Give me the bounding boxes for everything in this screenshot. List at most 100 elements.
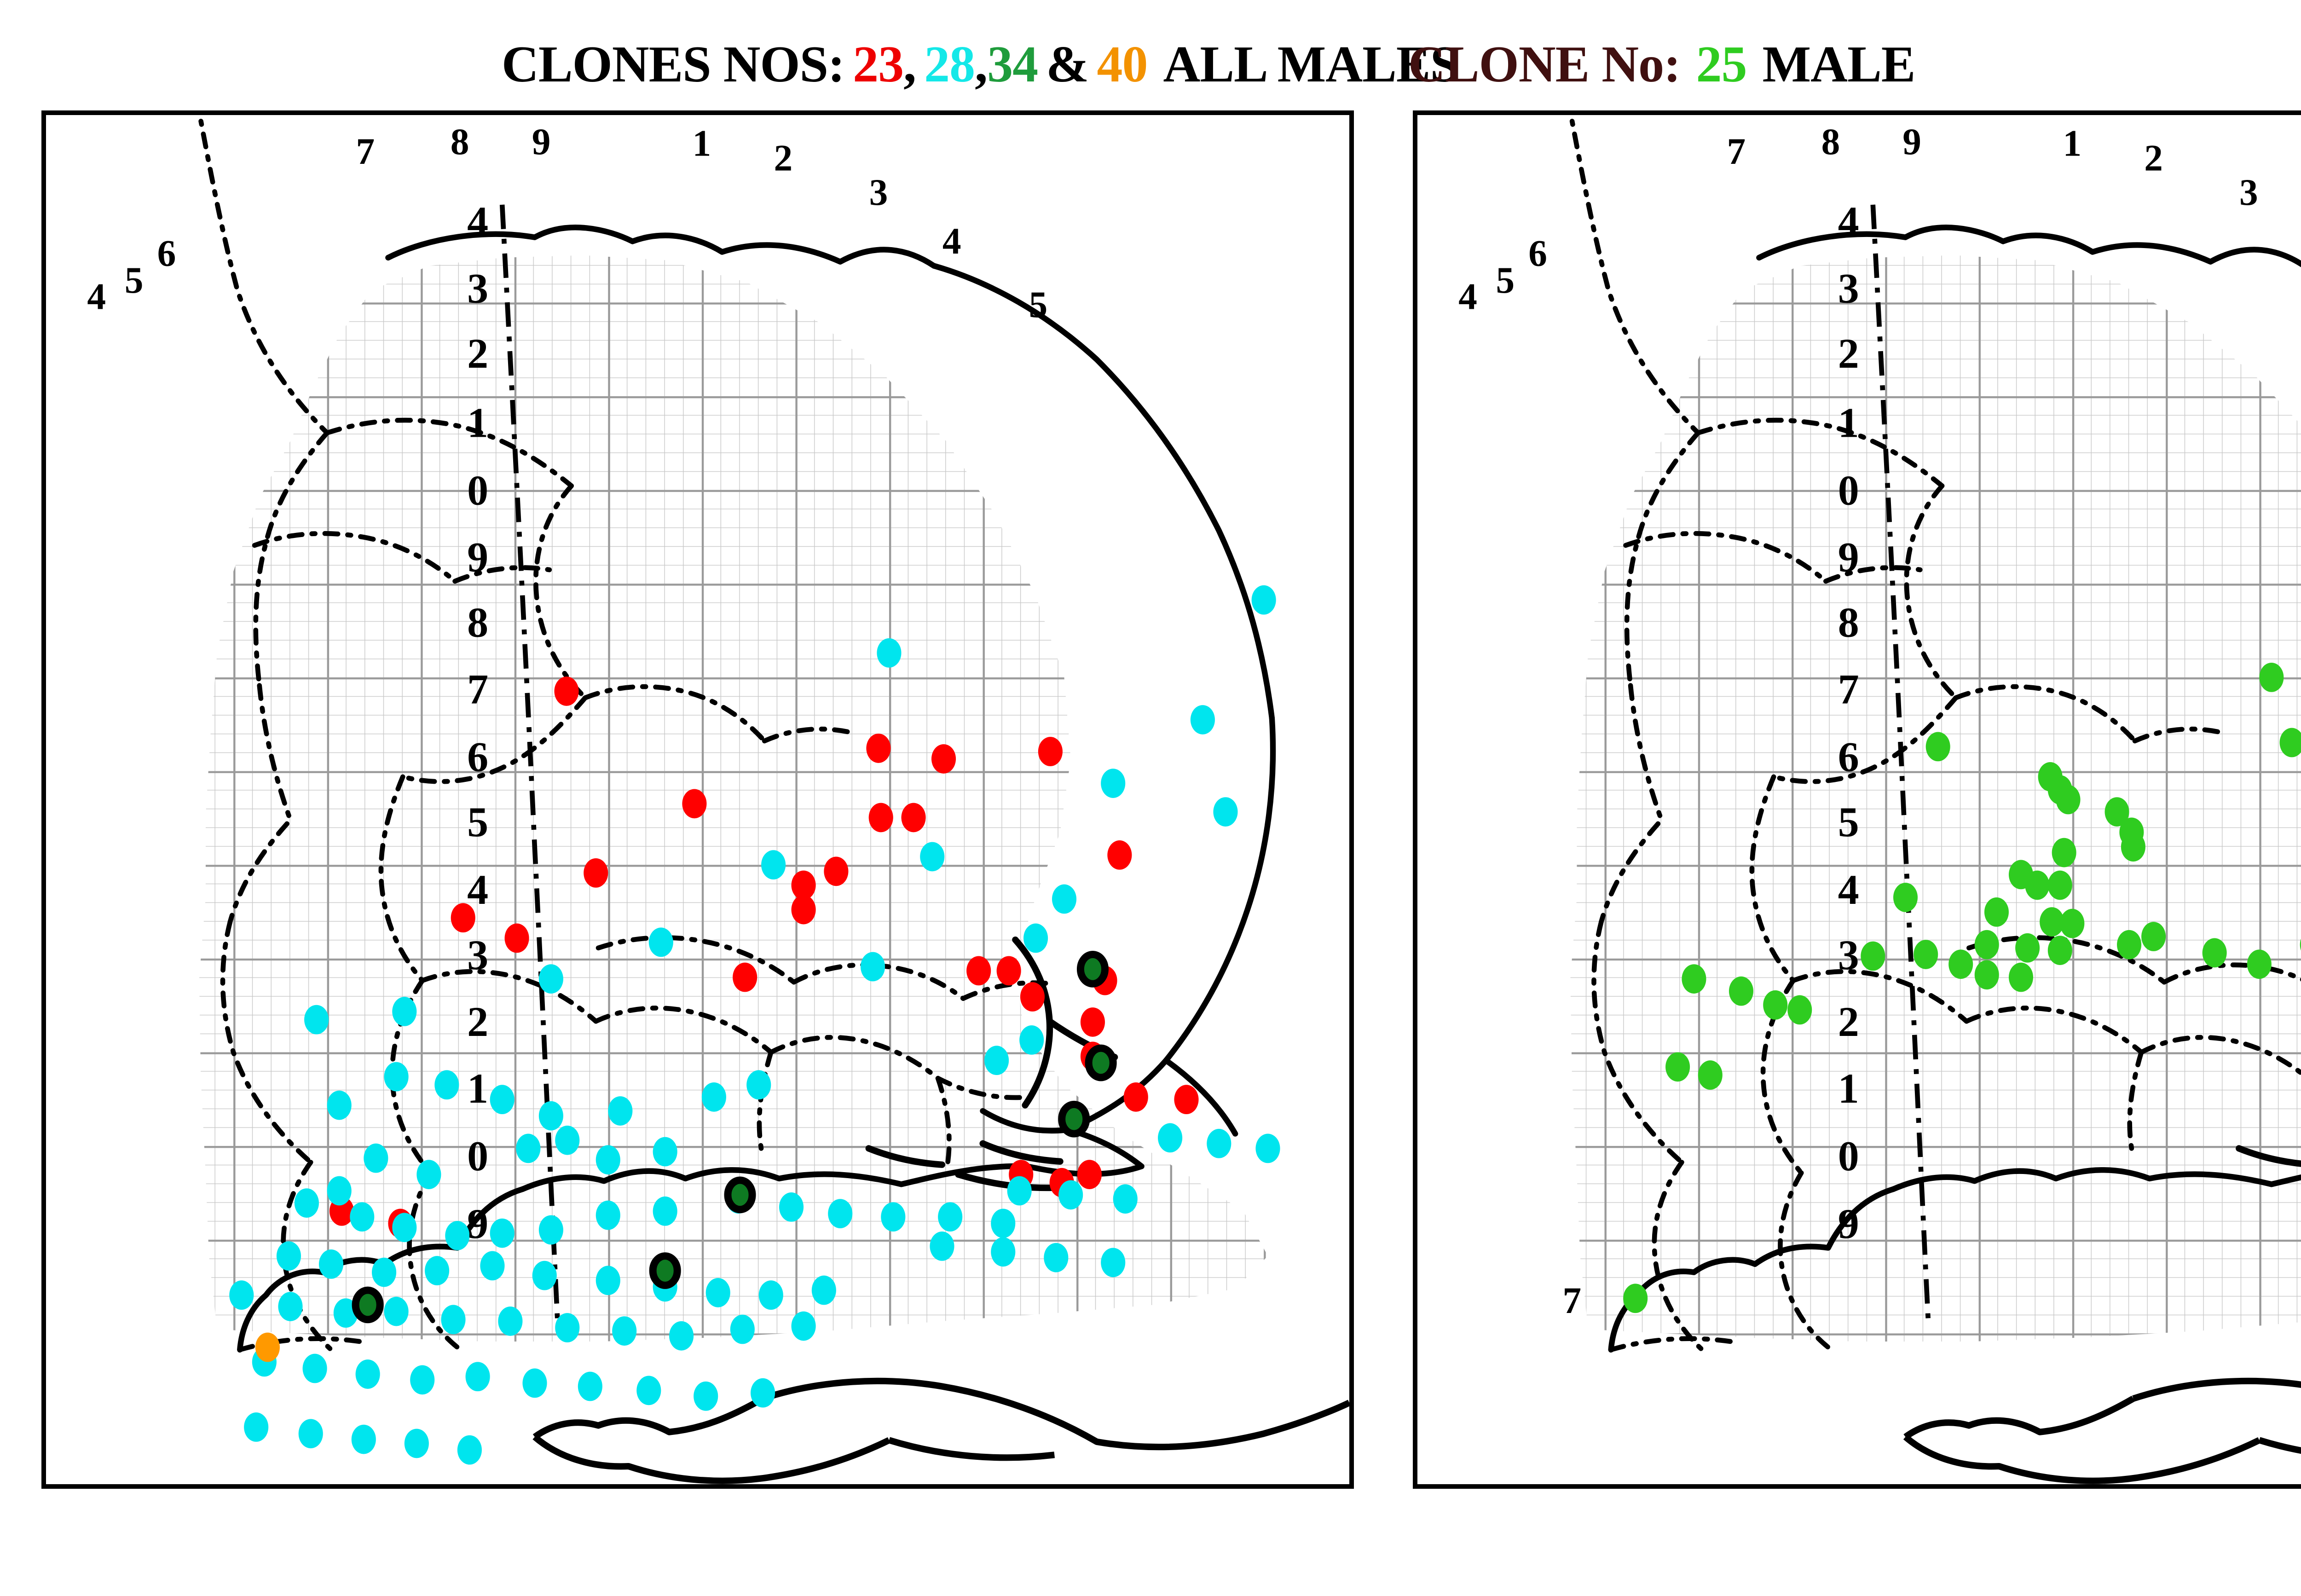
data-point-clone-28: [877, 638, 902, 668]
data-point-clone-25: [2025, 870, 2050, 900]
data-point-clone-25: [2047, 936, 2072, 965]
left-title-sep1: ,: [903, 36, 916, 93]
data-point-clone-34: [1085, 1044, 1117, 1081]
grid-label: 0: [467, 1133, 488, 1180]
right-map-svg: 78912345654312043210987654321097: [1417, 115, 2301, 1484]
grid-label: 3: [467, 931, 488, 978]
data-point-clone-23: [966, 956, 991, 986]
grid-label: 0: [467, 467, 488, 514]
grid-label: 2: [1838, 998, 1859, 1045]
data-point-clone-34: [1058, 1100, 1090, 1138]
data-point-clone-28: [811, 1275, 836, 1305]
grid-label: 0: [1838, 467, 1859, 514]
data-point-clone-23: [1077, 1160, 1102, 1189]
data-point-clone-28: [694, 1381, 718, 1411]
data-point-clone-23: [733, 962, 757, 992]
grid-label: 3: [467, 265, 488, 312]
data-point-clone-23: [1020, 982, 1045, 1012]
titles-row: CLONES NOS: 23, 28,34 & 40 ALL MALES CLONE No…: [0, 0, 2301, 92]
right-title-suffix: MALE: [1762, 36, 1915, 93]
grid-label: 3: [2239, 171, 2258, 213]
grid-label: 5: [1029, 283, 1048, 325]
data-point-clone-28: [278, 1292, 303, 1321]
grid-label: 9: [1902, 121, 1921, 162]
data-point-clone-28: [984, 1046, 1009, 1076]
grid-label: 2: [2144, 137, 2163, 179]
left-map-panel[interactable]: 7891234565431204321098765432109: [41, 110, 1354, 1489]
data-point-clone-28: [1101, 769, 1126, 798]
data-point-clone-25: [2104, 797, 2129, 827]
data-point-clone-28: [392, 997, 417, 1026]
data-point-clone-23: [682, 789, 707, 819]
data-point-clone-34: [1076, 950, 1109, 988]
grid-label: 0: [1838, 1133, 1859, 1180]
data-point-clone-25: [1925, 732, 1950, 762]
data-point-clone-28: [516, 1133, 541, 1163]
grid-label: 9: [467, 534, 488, 581]
grid-label: 2: [467, 998, 488, 1045]
data-point-clone-25: [2279, 728, 2301, 758]
data-point-clone-28: [538, 964, 563, 994]
data-point-clone-28: [333, 1298, 358, 1328]
grid-label: 4: [87, 275, 106, 317]
right-data-points: [1623, 663, 2301, 1313]
data-point-clone-28: [791, 1311, 816, 1341]
data-point-clone-23: [1107, 840, 1132, 870]
data-point-clone-28: [372, 1257, 397, 1287]
grid-label: 3: [869, 171, 888, 213]
grid-label: 1: [692, 122, 711, 164]
grid-label: 2: [774, 137, 792, 179]
data-point-clone-28: [384, 1296, 409, 1326]
data-point-clone-28: [410, 1365, 435, 1395]
right-map-panel[interactable]: 78912345654312043210987654321097: [1413, 110, 2301, 1489]
data-point-clone-25: [1698, 1060, 1723, 1090]
left-title-prefix: CLONES NOS:: [502, 36, 845, 93]
data-point-clone-25: [1948, 949, 1973, 979]
right-title-clone-25: 25: [1696, 36, 1747, 93]
grid-label: 4: [1458, 275, 1477, 317]
data-point-clone-28: [669, 1321, 694, 1351]
data-point-clone-25: [2259, 663, 2284, 692]
data-point-clone-25: [1682, 964, 1706, 994]
data-point-clone-28: [327, 1090, 352, 1120]
data-point-clone-34: [352, 1286, 384, 1324]
data-point-clone-28: [538, 1215, 563, 1245]
left-title-ampersand: &: [1046, 36, 1089, 93]
data-point-clone-25: [2121, 832, 2145, 862]
grid-label: 6: [1838, 733, 1859, 780]
left-central-axis: [499, 204, 560, 1322]
data-point-clone-23: [868, 803, 893, 833]
data-point-clone-25: [1763, 990, 1788, 1020]
data-point-clone-25: [2052, 838, 2076, 867]
data-point-clone-28: [490, 1085, 515, 1115]
grid-label: 6: [467, 734, 488, 781]
data-point-clone-28: [1101, 1248, 1126, 1278]
data-point-clone-25: [2300, 938, 2301, 951]
data-point-clone-25: [2056, 785, 2081, 815]
data-point-clone-28: [498, 1306, 523, 1336]
data-point-clone-28: [578, 1371, 602, 1401]
data-point-clone-23: [1080, 1007, 1105, 1037]
data-point-clone-25: [2060, 908, 2085, 938]
left-grid-labels: 7891234565431204321098765432109: [46, 121, 1047, 1247]
data-point-clone-23: [901, 803, 926, 833]
data-point-clone-28: [1213, 797, 1238, 827]
data-point-clone-28: [653, 1196, 677, 1226]
data-point-clone-28: [930, 1232, 954, 1261]
grid-label: 2: [1838, 330, 1859, 377]
data-point-clone-28: [1251, 585, 1276, 615]
data-point-clone-28: [730, 1314, 755, 1344]
right-grid-labels: 78912345654312043210987654321097: [1417, 121, 2258, 1321]
data-point-clone-23: [996, 956, 1021, 986]
data-point-clone-25: [2202, 938, 2227, 968]
data-point-clone-28: [244, 1412, 269, 1442]
data-point-clone-25: [2117, 930, 2142, 960]
data-point-clone-23: [1123, 1082, 1148, 1112]
grid-label: 4: [1838, 198, 1859, 245]
right-offshore-land: [1903, 1377, 2301, 1484]
right-estuary-outlines: [2236, 1145, 2301, 1167]
data-point-clone-28: [938, 1202, 963, 1232]
data-point-clone-28: [441, 1305, 466, 1335]
data-point-clone-28: [532, 1261, 557, 1290]
